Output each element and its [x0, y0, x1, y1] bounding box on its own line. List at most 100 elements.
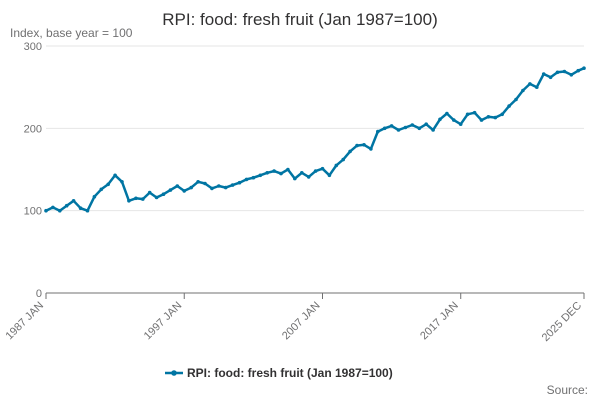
data-point [472, 110, 477, 115]
data-point [51, 205, 55, 210]
series-layer [44, 66, 586, 213]
data-point [576, 68, 580, 73]
y-axis-label: Index, base year = 100 [10, 26, 133, 40]
data-point [71, 199, 76, 203]
data-point [230, 183, 235, 187]
data-point [58, 208, 62, 213]
data-point [300, 171, 304, 175]
data-point [244, 177, 249, 182]
legend[interactable]: RPI: food: fresh fruit (Jan 1987=100) [165, 366, 393, 380]
data-point [99, 187, 104, 192]
data-point [258, 173, 263, 178]
data-point [362, 143, 366, 147]
data-point [306, 175, 311, 179]
data-point [389, 124, 394, 128]
data-point [327, 173, 332, 178]
data-point [514, 97, 518, 102]
source-label: Source: [547, 383, 588, 397]
data-point [541, 72, 546, 76]
data-point [410, 123, 415, 127]
data-point [369, 147, 373, 151]
data-point [127, 199, 131, 203]
data-point [203, 181, 207, 186]
data-point [479, 118, 484, 122]
data-point [237, 180, 242, 185]
x-tick-label: 2017 JAN [418, 300, 461, 343]
data-point [175, 184, 180, 188]
data-point [64, 203, 69, 208]
y-axis-ticks: 0 100 200 300 [24, 41, 42, 300]
data-point [334, 163, 339, 168]
data-point [341, 157, 346, 162]
data-point [78, 206, 83, 210]
x-tick-label: 2007 JAN [280, 300, 323, 343]
data-point [210, 186, 214, 191]
data-point [562, 69, 567, 74]
x-axis-ticks: 1987 JAN 1997 JAN 2007 JAN 2017 JAN 2025 DEC [3, 293, 585, 344]
data-point [376, 129, 380, 134]
data-point [251, 175, 256, 180]
data-point [161, 192, 166, 196]
data-point [507, 104, 511, 108]
data-point [521, 88, 525, 93]
data-point [120, 180, 124, 184]
data-point [348, 149, 352, 154]
y-tick-label: 200 [24, 123, 42, 135]
y-tick-label: 0 [36, 288, 42, 300]
data-point [147, 190, 152, 195]
data-point [452, 118, 456, 122]
data-point [223, 185, 228, 190]
data-point [535, 85, 539, 89]
data-point [113, 173, 117, 178]
data-point [196, 180, 200, 184]
data-point [438, 117, 442, 122]
data-point [555, 70, 560, 75]
chart-title: RPI: food: fresh fruit (Jan 1987=100) [162, 10, 437, 29]
data-point [189, 185, 193, 190]
data-point [458, 122, 463, 126]
data-point [168, 188, 173, 192]
gridlines [46, 45, 584, 212]
data-point [486, 115, 491, 119]
x-tick-label: 1997 JAN [142, 300, 185, 343]
data-point [279, 171, 283, 176]
data-point [272, 169, 276, 173]
data-point [141, 197, 145, 201]
data-point [286, 167, 290, 172]
data-point [134, 196, 138, 201]
data-point [265, 171, 270, 175]
legend-swatch-marker [171, 370, 177, 376]
x-tick-label: 1987 JAN [3, 300, 46, 343]
series-line [44, 66, 586, 212]
data-point [500, 112, 505, 117]
data-point [493, 115, 498, 120]
data-point [313, 169, 318, 173]
data-point [582, 66, 586, 70]
data-point [355, 143, 359, 148]
data-point [182, 189, 186, 193]
data-point [44, 208, 48, 213]
data-point [403, 125, 408, 130]
y-tick-label: 300 [24, 41, 42, 53]
data-point [569, 73, 574, 77]
data-point [445, 111, 449, 116]
data-point [382, 126, 387, 131]
data-point [85, 208, 90, 213]
data-point [417, 126, 422, 131]
data-point [528, 82, 532, 86]
data-point [320, 166, 325, 171]
data-point [293, 176, 297, 181]
data-point [106, 182, 110, 187]
data-point [217, 184, 221, 188]
data-point [154, 195, 159, 200]
data-point [92, 194, 97, 199]
data-point [431, 128, 435, 132]
data-point [424, 122, 429, 126]
data-point [396, 128, 401, 132]
data-point [548, 75, 553, 80]
data-point [465, 112, 470, 117]
y-tick-label: 100 [24, 206, 42, 218]
legend-label: RPI: food: fresh fruit (Jan 1987=100) [187, 366, 393, 380]
x-tick-label: 2025 DEC [540, 300, 584, 344]
